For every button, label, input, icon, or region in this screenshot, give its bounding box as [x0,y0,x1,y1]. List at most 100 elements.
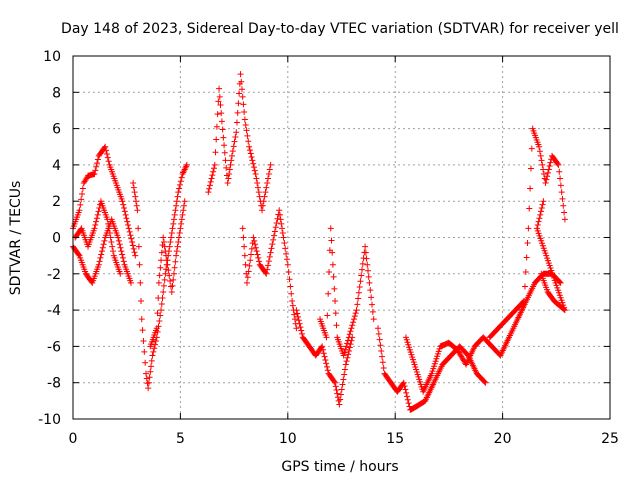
data-point [347,341,354,348]
data-point [345,334,352,341]
data-point [324,312,331,319]
data-point [130,245,137,252]
data-point [561,209,568,216]
data-point [78,196,85,203]
data-point [103,151,110,158]
data-point [158,301,165,308]
data-point [115,234,122,241]
data-point [357,278,364,285]
data-point [150,348,157,355]
data-point [259,202,266,209]
data-point [267,249,274,256]
data-point [295,313,302,320]
data-point [545,166,552,173]
data-point [289,298,296,305]
data-point [276,211,283,218]
y-tick-label: -6 [47,339,61,355]
ticks-layer: 0 5 10 15 20 25 -10 -8 -6 -4 -2 0 2 4 6 8 10 [38,49,619,447]
data-point [277,216,284,223]
data-point [132,252,139,259]
data-point [104,154,111,161]
data-point [176,181,183,188]
data-point [340,376,347,383]
data-point [153,325,160,332]
data-point [216,93,223,100]
data-point [166,243,173,250]
data-point [210,168,217,175]
data-point [173,198,180,205]
data-point [278,220,285,227]
y-tick-label: 4 [52,158,61,174]
data-point [248,153,255,160]
data-point [323,360,330,367]
data-point [404,393,411,400]
data-point [324,367,331,374]
data-point [284,261,291,268]
data-point [130,180,137,187]
data-point [254,180,261,187]
data-point [174,243,181,250]
data-point [238,78,245,85]
data-point [286,276,293,283]
data-point [177,225,184,232]
data-point [256,258,263,265]
data-point [291,311,298,318]
data-point [173,248,180,255]
data-point [252,170,259,177]
data-point [172,258,179,265]
data-point [379,353,386,360]
data-point [224,180,231,187]
data-point [362,249,369,256]
data-point [350,316,357,323]
data-point [107,234,114,241]
data-point [242,261,249,268]
data-point [236,90,243,97]
data-point [537,152,544,159]
data-point [142,359,149,366]
data-point [274,215,281,222]
data-point [254,251,261,258]
data-point [368,294,375,301]
data-point [183,161,190,168]
y-tick-label: -8 [47,376,61,392]
data-point [345,351,352,358]
data-point [151,345,158,352]
data-point [521,283,528,290]
data-point [205,189,212,196]
data-point [358,272,365,279]
data-point [248,251,255,258]
data-point [92,222,99,229]
data-point [365,273,372,280]
data-point [154,310,161,317]
data-point [537,211,544,218]
data-point [296,320,303,327]
data-point [377,342,384,349]
data-point [338,386,345,393]
data-point [288,290,295,297]
data-point [75,251,82,258]
data-point [295,317,302,324]
data-point [343,343,350,350]
data-point [339,381,346,388]
data-point [233,119,240,126]
data-point [327,225,334,232]
data-point [359,266,366,273]
data-point [557,182,564,189]
data-point [247,257,254,264]
data-point [279,229,286,236]
data-point [546,163,553,170]
data-point [251,237,258,244]
data-point [335,397,342,404]
data-point [137,279,144,286]
data-point [170,220,177,227]
data-point [333,386,340,393]
data-point [215,98,222,105]
data-point [264,180,271,187]
data-point [560,202,567,209]
data-point [105,225,112,232]
data-point [252,244,259,251]
data-point [239,93,246,100]
data-point [324,363,331,370]
data-point [175,239,182,246]
